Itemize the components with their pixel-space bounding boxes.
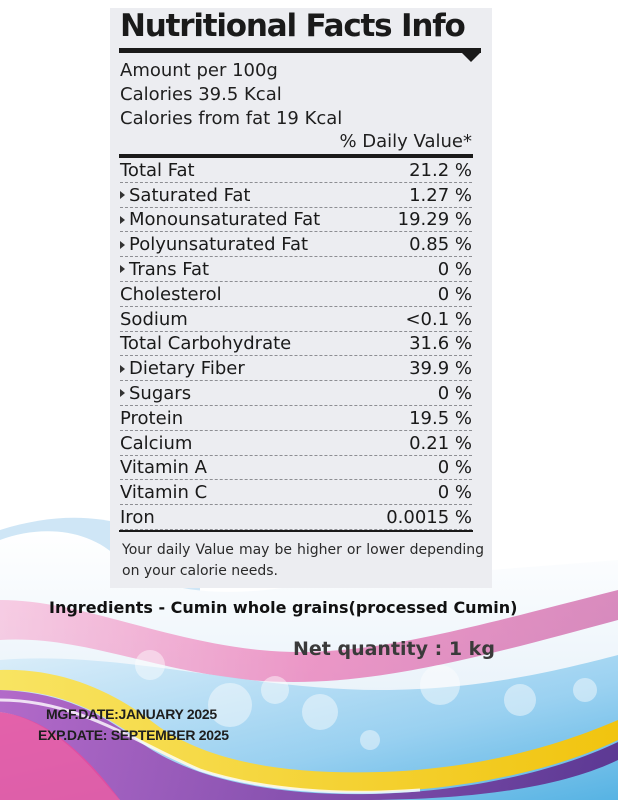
nutrient-name: Sugars [120,383,191,404]
header-rule [119,154,473,158]
nutrient-name: Trans Fat [120,259,209,280]
nutrient-name: Dietary Fiber [120,358,245,379]
nutrient-row: Vitamin C 0 % [120,480,472,506]
nutrient-name-text: Saturated Fat [129,184,251,206]
nutrient-name-text: Sodium [120,308,188,330]
amount-per-serving: Amount per 100g [120,60,278,81]
nutrient-name: Saturated Fat [120,185,250,206]
nutrient-row: Saturated Fat 1.27 % [120,183,472,208]
title-rule [119,48,481,53]
nutrient-daily-value: 0.85 % [409,234,472,256]
nutrient-name-text: Sugars [129,382,192,404]
nutrient-name-text: Vitamin A [120,457,207,479]
nutrient-daily-value: 0.21 % [409,432,472,454]
nutrient-name-text: Trans Fat [129,258,210,280]
nutrient-row: Total Carbohydrate 31.6 % [120,332,472,357]
daily-value-header: % Daily Value* [339,131,472,152]
nutrient-row: Sodium <0.1 % [120,307,472,332]
nutrient-row: Iron 0.0015 % [120,505,472,530]
nutrient-name-text: Cholesterol [120,283,222,305]
sub-item-arrow-icon [120,389,125,398]
nutrient-name: Vitamin C [120,482,207,503]
calories: Calories 39.5 Kcal [120,84,282,105]
daily-value-footnote: Your daily Value may be higher or lower … [122,542,484,579]
nutrition-title: Nutritional Facts Info [120,8,466,44]
nutrient-row: Vitamin A 0 % [120,456,472,481]
nutrient-daily-value: 0 % [437,258,472,280]
nutrient-name: Sodium [120,309,188,330]
nutrient-name: Cholesterol [120,284,222,305]
nutrient-daily-value: 39.9 % [409,358,472,380]
nutrient-name: Total Carbohydrate [120,333,291,354]
mfg-date: MGF.DATE:JANUARY 2025 [46,706,217,722]
title-notch [461,52,481,62]
nutrient-name: Iron [120,507,155,528]
nutrient-name: Total Fat [120,160,195,181]
net-quantity: Net quantity : 1 kg [293,638,495,660]
nutrient-daily-value: 0 % [437,283,472,305]
nutrient-daily-value: 0 % [437,382,472,404]
nutrient-name: Polyunsaturated Fat [120,234,308,255]
nutrient-name-text: Iron [120,506,155,528]
sub-item-arrow-icon [120,215,125,224]
nutrient-row: Total Fat 21.2 % [120,158,472,183]
nutrient-row: Protein 19.5 % [120,406,472,431]
nutrient-name-text: Protein [120,407,184,429]
nutrient-name-text: Calcium [120,432,193,454]
table-bottom-rule [119,530,473,532]
nutrient-daily-value: 19.29 % [397,209,472,231]
sub-item-arrow-icon [120,240,125,249]
nutrient-table: Total Fat 21.2 % Saturated Fat 1.27 % Monoun… [120,158,472,530]
nutrient-name-text: Vitamin C [120,482,208,504]
nutrient-row: Polyunsaturated Fat 0.85 % [120,232,472,258]
nutrition-label-panel [110,8,492,588]
nutrient-row: Monounsaturated Fat 19.29 % [120,208,472,233]
sub-item-arrow-icon [120,191,125,200]
nutrient-row: Trans Fat 0 % [120,257,472,282]
exp-date: EXP.DATE: SEPTEMBER 2025 [38,727,229,743]
nutrient-name: Protein [120,408,183,429]
nutrient-daily-value: 0.0015 % [386,506,472,528]
nutrient-daily-value: 21.2 % [409,159,472,181]
nutrient-daily-value: 1.27 % [409,184,472,206]
nutrient-name-text: Monounsaturated Fat [129,209,321,231]
ingredients-text: Ingredients - Cumin whole grains(process… [49,598,518,617]
calories-from-fat: Calories from fat 19 Kcal [120,108,343,129]
nutrient-daily-value: 0 % [437,457,472,479]
sub-item-arrow-icon [120,265,125,274]
nutrient-name-text: Total Fat [120,159,195,181]
nutrient-name: Monounsaturated Fat [120,209,320,230]
nutrient-name: Calcium [120,433,192,454]
nutrient-name-text: Total Carbohydrate [120,333,292,355]
nutrient-name: Vitamin A [120,457,207,478]
nutrient-name-text: Polyunsaturated Fat [129,234,309,256]
nutrient-row: Dietary Fiber 39.9 % [120,356,472,382]
nutrient-row: Cholesterol 0 % [120,282,472,307]
nutrient-daily-value: 31.6 % [409,333,472,355]
nutrient-daily-value: <0.1 % [405,308,472,330]
nutrient-name-text: Dietary Fiber [129,358,245,380]
nutrient-daily-value: 0 % [437,482,472,504]
nutrient-row: Calcium 0.21 % [120,431,472,456]
sub-item-arrow-icon [120,364,125,373]
nutrient-row: Sugars 0 % [120,381,472,406]
nutrient-daily-value: 19.5 % [409,407,472,429]
